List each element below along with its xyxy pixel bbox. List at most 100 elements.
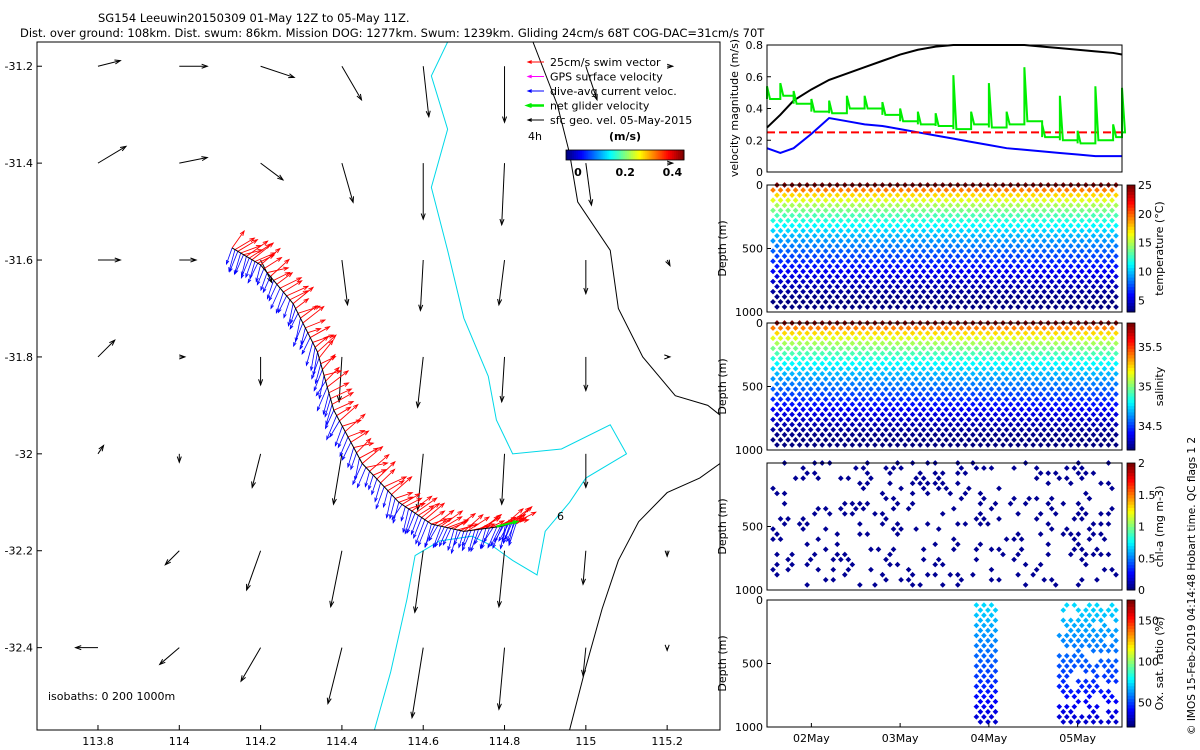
section-data-point: [985, 708, 991, 715]
section-data-point: [996, 197, 1002, 204]
dac-vector: [424, 524, 435, 548]
section-data-point: [909, 500, 916, 507]
section-data-point: [1086, 416, 1093, 423]
section-data-point: [939, 561, 946, 568]
section-data-point: [811, 192, 818, 198]
section-data-point: [894, 192, 901, 198]
section-data-point: [996, 288, 1002, 295]
section-data-point: [777, 268, 784, 275]
section-data-point: [954, 273, 961, 280]
section-data-point: [1090, 202, 1097, 209]
section-data-point: [774, 442, 780, 448]
section-data-point: [1022, 360, 1029, 367]
section-data-point: [932, 360, 939, 367]
swim-vector-head: [383, 453, 390, 460]
swim-vector: [302, 305, 325, 324]
colorbar-swatch: [666, 150, 669, 160]
section-colorbar-swatch: [1127, 373, 1135, 378]
section-data-point: [977, 500, 984, 507]
section-data-point: [1033, 227, 1040, 234]
section-data-point: [777, 278, 784, 285]
section-data-point: [973, 299, 980, 305]
section-data-point: [1033, 465, 1040, 471]
section-data-point: [1105, 243, 1112, 249]
legend-entry-label: sfc geo. vel. 05-May-2015: [550, 114, 692, 127]
section-data-point: [981, 714, 987, 720]
section-data-point: [1030, 571, 1036, 578]
section-data-point: [770, 248, 776, 254]
section-data-point: [977, 222, 984, 229]
section-data-point: [996, 335, 1002, 342]
section-data-point: [939, 192, 946, 198]
section-data-point: [830, 207, 837, 214]
section-data-point: [860, 268, 867, 275]
section-data-point: [1030, 431, 1036, 438]
section-data-point: [841, 442, 848, 448]
section-data-point: [1018, 546, 1025, 553]
section-data-point: [947, 212, 954, 219]
dac-vector-shaft: [391, 504, 403, 520]
section-colorbar-swatch: [1127, 574, 1135, 578]
section-data-point: [857, 273, 863, 280]
dac-vector: [314, 363, 322, 385]
section-data-point: [1030, 391, 1036, 397]
section-data-point: [1101, 258, 1108, 265]
section-data-point: [1003, 386, 1010, 392]
section-data-point: [1083, 401, 1089, 408]
section-data-point: [777, 258, 784, 265]
dac-vector: [245, 259, 253, 279]
swim-vector-shaft: [463, 514, 484, 532]
section-data-point: [1063, 217, 1070, 224]
section-data-point: [977, 273, 984, 280]
section-colorbar-swatch: [1127, 688, 1135, 693]
section-data-point: [920, 227, 927, 234]
section-data-point: [872, 582, 878, 588]
section-data-point: [1060, 607, 1067, 613]
section-data-point: [849, 212, 856, 219]
section-data-point: [992, 381, 999, 387]
section-data-point: [800, 437, 806, 443]
section-data-point: [1026, 227, 1032, 234]
section-data-point: [879, 243, 886, 249]
section-data-point: [1003, 406, 1010, 413]
sfc-geo-vector: [415, 356, 424, 409]
section-data-point: [1079, 642, 1085, 649]
section-data-point: [1109, 386, 1115, 392]
section-data-point: [826, 273, 833, 280]
section-data-point: [770, 217, 776, 224]
section-data-point: [837, 258, 844, 265]
sfc-geo-vector-head: [246, 583, 251, 592]
section-data-point: [853, 386, 859, 392]
section-data-point: [1094, 577, 1100, 583]
section-data-point: [1022, 582, 1029, 588]
section-data-point: [898, 526, 904, 532]
section-data-point: [1045, 480, 1052, 487]
section-data-point: [1101, 288, 1108, 295]
section-data-point: [777, 217, 784, 224]
section-data-point: [1052, 304, 1059, 310]
section-data-point: [774, 431, 780, 438]
section-data-point: [985, 243, 991, 249]
section-data-point: [932, 293, 939, 300]
swim-vector: [322, 353, 336, 370]
swim-vector-shaft: [347, 430, 365, 438]
dac-vector-shaft: [500, 524, 506, 549]
section-data-point: [1007, 370, 1014, 377]
section-data-point: [837, 365, 844, 372]
section-data-point: [1090, 212, 1097, 219]
section-data-point: [1060, 293, 1067, 300]
section-data-point: [1094, 714, 1100, 720]
section-data-point: [1026, 238, 1032, 244]
section-data-point: [920, 248, 927, 254]
colorbar-swatch: [597, 150, 600, 160]
section-data-point: [826, 293, 833, 300]
sfc-geo-vector-shaft: [341, 162, 354, 203]
section-data-point: [1075, 340, 1082, 347]
section-colorbar-swatch: [1127, 213, 1135, 218]
section-data-point: [1067, 222, 1074, 229]
section-data-point: [792, 475, 799, 482]
dac-vector-head: [450, 549, 455, 555]
section-data-point: [887, 202, 893, 209]
section-data-point: [1086, 406, 1093, 413]
section-data-point: [774, 411, 780, 418]
